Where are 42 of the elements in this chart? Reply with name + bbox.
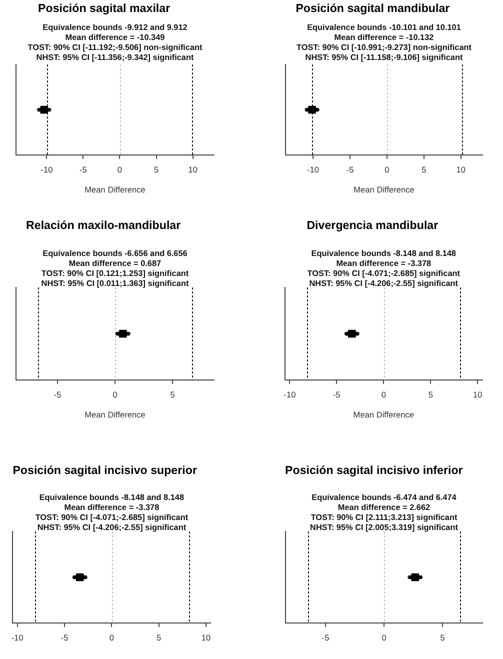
chart-subtitle: Equivalence bounds -6.656 and 6.656 Mean difference = 0.687 TOST: 90% CI [0.121;1.253] significant NHST: 95% CI [0.011;1.363] significant	[41, 249, 189, 288]
x-tick-label: 5	[156, 632, 162, 642]
chart-title: Posición sagital incisivo inferior	[285, 464, 463, 478]
x-tick-label: 10	[456, 164, 466, 174]
x-tick-label: 0	[112, 389, 118, 400]
x-tick-label: 5	[428, 389, 434, 400]
x-tick-label: -5	[322, 632, 330, 642]
x-tick-label: 0	[384, 164, 390, 174]
x-tick-label: -5	[60, 632, 69, 642]
x-tick-label: -10	[284, 389, 296, 400]
x-tick-label: -10	[307, 164, 320, 174]
x-tick-label: 10	[201, 632, 211, 642]
x-axis-title: Mean Difference	[354, 184, 415, 194]
chart-title: Divergencia mandibular	[306, 219, 438, 233]
x-tick-label: 0	[109, 632, 114, 642]
x-tick-label: 0	[381, 389, 386, 400]
x-tick-label: 5	[422, 164, 427, 174]
chart-subtitle: Equivalence bounds -8.148 and 8.148 Mean difference = -3.378 TOST: 90% CI [-4.071;-2.685] significant NHST: 95% CI [-4.206;-2.55] significant	[307, 249, 460, 288]
x-axis-title: Mean Difference	[84, 409, 146, 420]
chart-subtitle: Equivalence bounds -6.474 and 6.474 Mean difference = 2.662 TOST: 90% CI [2.111;3.213] significant NHST: 95% CI [2.005;3.319] significant	[310, 493, 458, 532]
x-axis-title: Mean Difference	[84, 184, 146, 194]
x-tick-label: -10	[11, 632, 24, 642]
x-tick-label: -5	[80, 164, 88, 174]
chart-title: Posición sagital incisivo superior	[12, 464, 197, 478]
x-tick-label: 10	[188, 164, 198, 174]
chart-subtitle: Equivalence bounds -10.101 and 10.101 Mean difference = -10.132 TOST: 90% CI [-10.991;-9.273] non-significant NHST: 95% CI [-11.158;-9.106] significant	[296, 23, 472, 62]
chart-title: Posición sagital maxilar	[38, 2, 170, 16]
x-tick-label: 5	[170, 389, 176, 400]
x-tick-label: -5	[54, 389, 62, 400]
x-tick-label: 0	[382, 632, 387, 642]
x-tick-label: 10	[472, 389, 483, 400]
x-tick-label: -5	[332, 389, 341, 400]
x-tick-label: 0	[117, 164, 122, 174]
chart-subtitle: Equivalence bounds -8.148 and 8.148 Mean difference = -3.378 TOST: 90% CI [-4.071;-2.685] significant NHST: 95% CI [-4.206;-2.55] significant	[35, 493, 188, 532]
x-tick-label: 5	[154, 164, 159, 174]
x-tick-label: -10	[40, 164, 54, 174]
chart-title: Posición sagital mandibular	[296, 2, 450, 16]
x-tick-label: 5	[440, 632, 446, 642]
x-tick-label: -5	[346, 164, 354, 174]
chart-subtitle: Equivalence bounds -9.912 and 9.912 Mean difference = -10.349 TOST: 90% CI [-11.192;-9.506] non-significant NHST: 95% CI [-11.356;-9.342] significant	[28, 23, 202, 62]
chart-title: Relación maxilo-mandibular	[26, 219, 181, 233]
x-axis-title: Mean Difference	[353, 409, 414, 420]
